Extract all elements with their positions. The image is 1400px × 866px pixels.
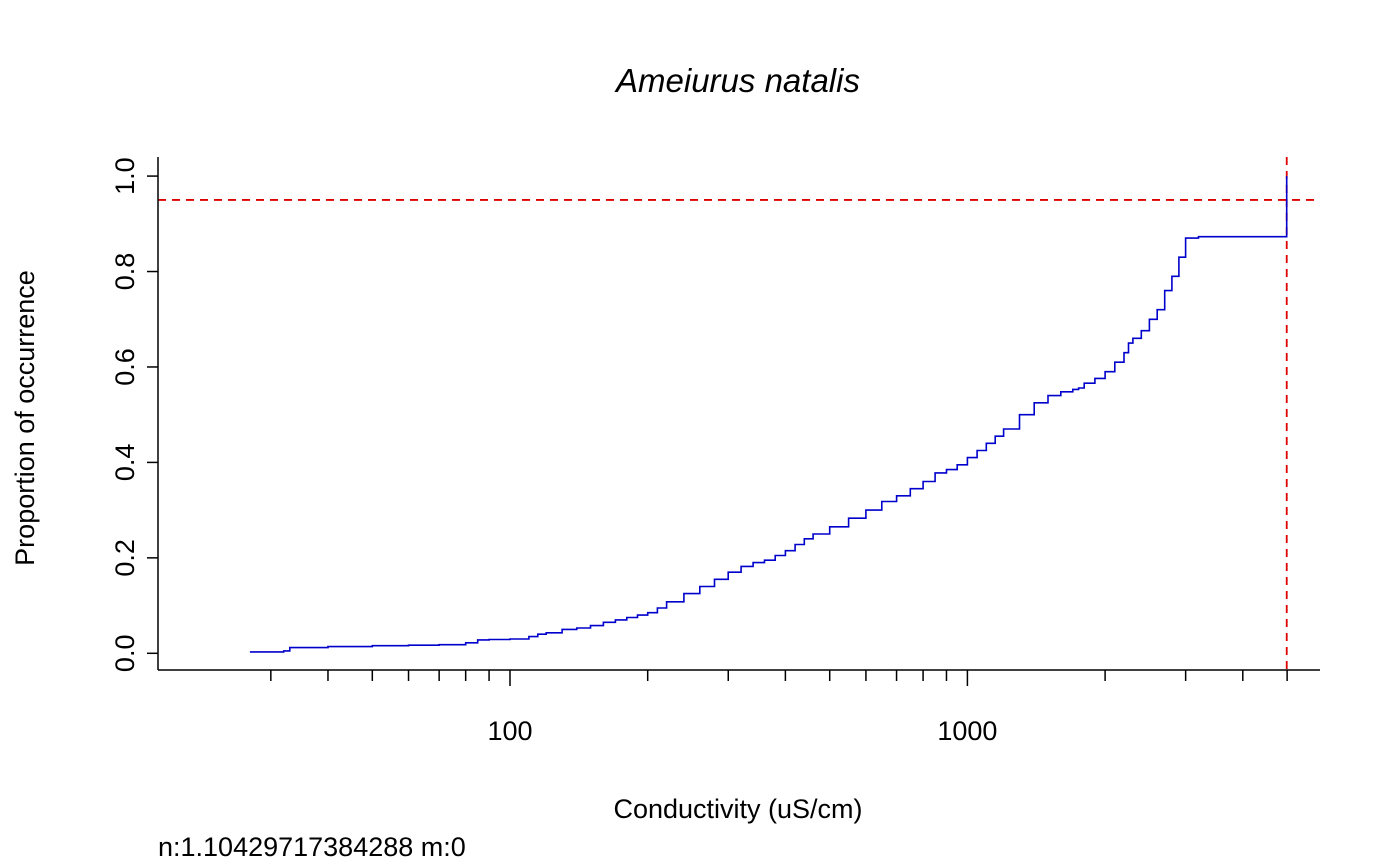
y-tick-label: 0.8 <box>110 253 140 291</box>
y-tick-label: 0.6 <box>110 348 140 386</box>
y-axis-label: Proportion of occurrence <box>10 270 40 566</box>
x-tick-label: 100 <box>487 716 532 746</box>
y-tick-label: 1.0 <box>110 157 140 195</box>
plot-area <box>158 157 1320 670</box>
y-tick-label: 0.0 <box>110 635 140 673</box>
chart-title: Ameiurus natalis <box>614 62 860 99</box>
x-tick-label: 1000 <box>937 716 997 746</box>
y-tick-label: 0.4 <box>110 444 140 482</box>
y-tick-label: 0.2 <box>110 539 140 577</box>
x-axis-label: Conductivity (uS/cm) <box>613 794 862 824</box>
axes: 0.0 0.2 0.4 0.6 0.8 1.0 100 1000 <box>110 157 1320 746</box>
series-line <box>249 176 1288 653</box>
footnote: n:1.10429717384288 m:0 <box>158 832 466 862</box>
